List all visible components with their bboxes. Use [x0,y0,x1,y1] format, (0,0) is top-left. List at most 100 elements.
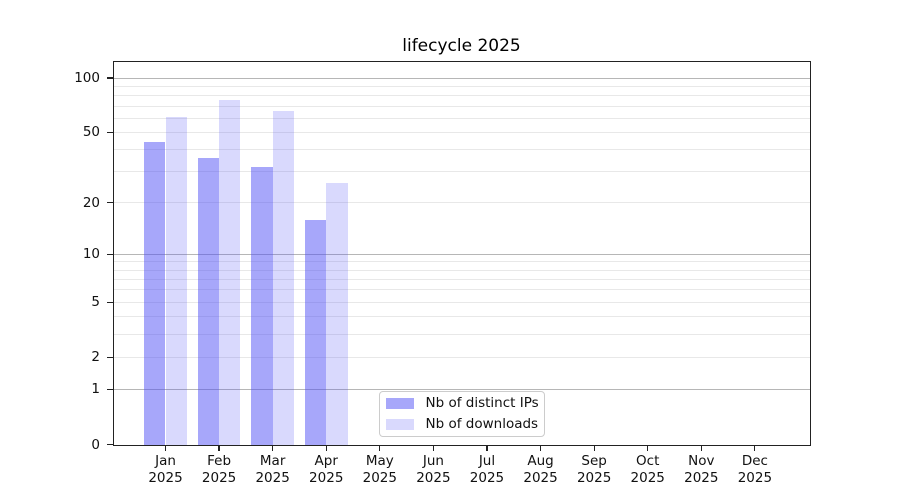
bar-jan-nb-of-distinct-ips [144,142,166,445]
chart-title: lifecycle 2025 [402,36,521,56]
y-tick-10 [107,253,113,255]
x-tick-dec [754,445,756,451]
x-tick-label-month: Feb [207,452,232,469]
legend-swatch-downloads-icon [385,419,414,430]
gridline-minor-60 [114,117,810,119]
x-tick-label-year: 2025 [630,470,665,486]
y-tick-5 [107,301,113,303]
gridline-minor-20 [114,202,810,204]
plot-area [113,60,811,446]
gridline-minor-40 [114,149,810,151]
x-tick-label-month: Dec [741,452,768,469]
gridlines-layer [114,62,810,445]
x-tick-label-year: 2025 [309,470,344,486]
gridline-minor-50 [114,131,810,133]
gridline-major-100 [114,77,810,79]
gridline-minor-7 [114,278,810,280]
bar-jan-nb-of-downloads [165,116,187,445]
x-tick-label-year: 2025 [362,470,397,486]
bar-apr-nb-of-downloads [326,182,348,445]
y-tick-label-20: 20 [82,194,100,211]
x-tick-label-month: Jan [155,452,176,469]
bar-feb-nb-of-downloads [219,99,241,445]
x-tick-jun [432,445,434,451]
x-tick-label-nov: Nov 2025 [669,453,733,488]
x-tick-label-jul: Jul 2025 [455,453,519,488]
y-tick-label-5: 5 [91,294,100,311]
x-tick-jan [164,445,167,451]
y-tick-2 [107,356,113,358]
x-tick-label-month: Jun [422,452,444,469]
x-tick-label-year: 2025 [201,470,237,486]
gridline-minor-3 [114,333,810,335]
x-tick-label-year: 2025 [148,470,183,486]
gridline-minor-5 [114,301,810,303]
x-tick-label-month: May [365,452,394,469]
gridline-major-10 [114,253,810,255]
legend-label-distinct-ips: Nb of distinct IPs [425,395,539,411]
gridline-minor-70 [114,105,810,107]
bar-mar-nb-of-downloads [272,110,295,445]
x-tick-may [379,445,381,451]
x-tick-label-month: Sep [581,452,607,469]
y-tick-label-50: 50 [82,124,100,141]
x-tick-label-month: Jul [478,452,496,469]
gridline-minor-9 [114,261,810,263]
legend: Nb of distinct IPs Nb of downloads [378,391,545,437]
x-tick-label-year: 2025 [576,470,612,486]
bar-apr-nb-of-distinct-ips [304,219,327,445]
x-tick-label-apr: Apr 2025 [294,453,358,488]
legend-label-downloads: Nb of downloads [425,416,539,432]
y-tick-label-2: 2 [91,349,100,366]
x-tick-mar [272,445,274,451]
x-tick-label-year: 2025 [523,470,558,486]
bar-mar-nb-of-distinct-ips [251,166,273,445]
x-tick-label-aug: Aug 2025 [509,453,573,488]
x-tick-label-jun: Jun 2025 [401,453,465,488]
y-tick-0 [107,443,113,446]
x-tick-label-oct: Oct 2025 [616,453,680,488]
x-tick-label-year: 2025 [416,470,451,486]
gridline-minor-90 [114,85,810,87]
gridline-minor-2 [114,356,810,358]
bar-feb-nb-of-distinct-ips [197,157,220,445]
x-tick-jul [486,445,488,451]
x-tick-label-jan: Jan 2025 [134,453,198,488]
bars-layer [114,62,810,445]
y-tick-1 [107,388,113,391]
x-tick-label-dec: Dec 2025 [723,453,787,488]
y-tick-20 [107,202,113,204]
x-tick-label-month: Nov [688,452,715,469]
x-tick-label-year: 2025 [255,470,290,486]
x-tick-label-mar: Mar 2025 [241,453,305,488]
y-tick-label-10: 10 [82,246,100,263]
x-tick-label-month: Aug [527,452,554,469]
x-tick-label-sep: Sep 2025 [562,453,626,488]
gridline-minor-6 [114,289,810,291]
y-tick-label-0: 0 [91,436,100,453]
legend-swatch-distinct-ips-icon [385,398,414,409]
x-tick-apr [325,445,327,451]
x-tick-label-month: Oct [636,452,660,469]
x-tick-nov [700,445,702,451]
gridline-minor-30 [114,171,810,173]
gridline-minor-4 [114,316,810,318]
gridline-major-1 [114,388,810,390]
y-tick-50 [107,131,113,133]
x-tick-label-month: Apr [314,452,338,469]
x-tick-label-year: 2025 [684,470,719,486]
y-tick-label-1: 1 [91,381,100,398]
gridline-minor-8 [114,269,810,271]
x-tick-label-year: 2025 [737,470,773,486]
x-tick-aug [539,445,542,451]
x-tick-label-feb: Feb 2025 [187,453,251,488]
x-tick-feb [218,445,220,451]
x-tick-label-month: Mar [259,452,286,469]
y-tick-100 [107,77,113,79]
x-tick-sep [593,445,595,451]
x-tick-oct [647,445,649,451]
legend-item-downloads: Nb of downloads [385,416,545,432]
x-tick-label-may: May 2025 [348,453,412,488]
gridline-minor-80 [114,95,810,97]
